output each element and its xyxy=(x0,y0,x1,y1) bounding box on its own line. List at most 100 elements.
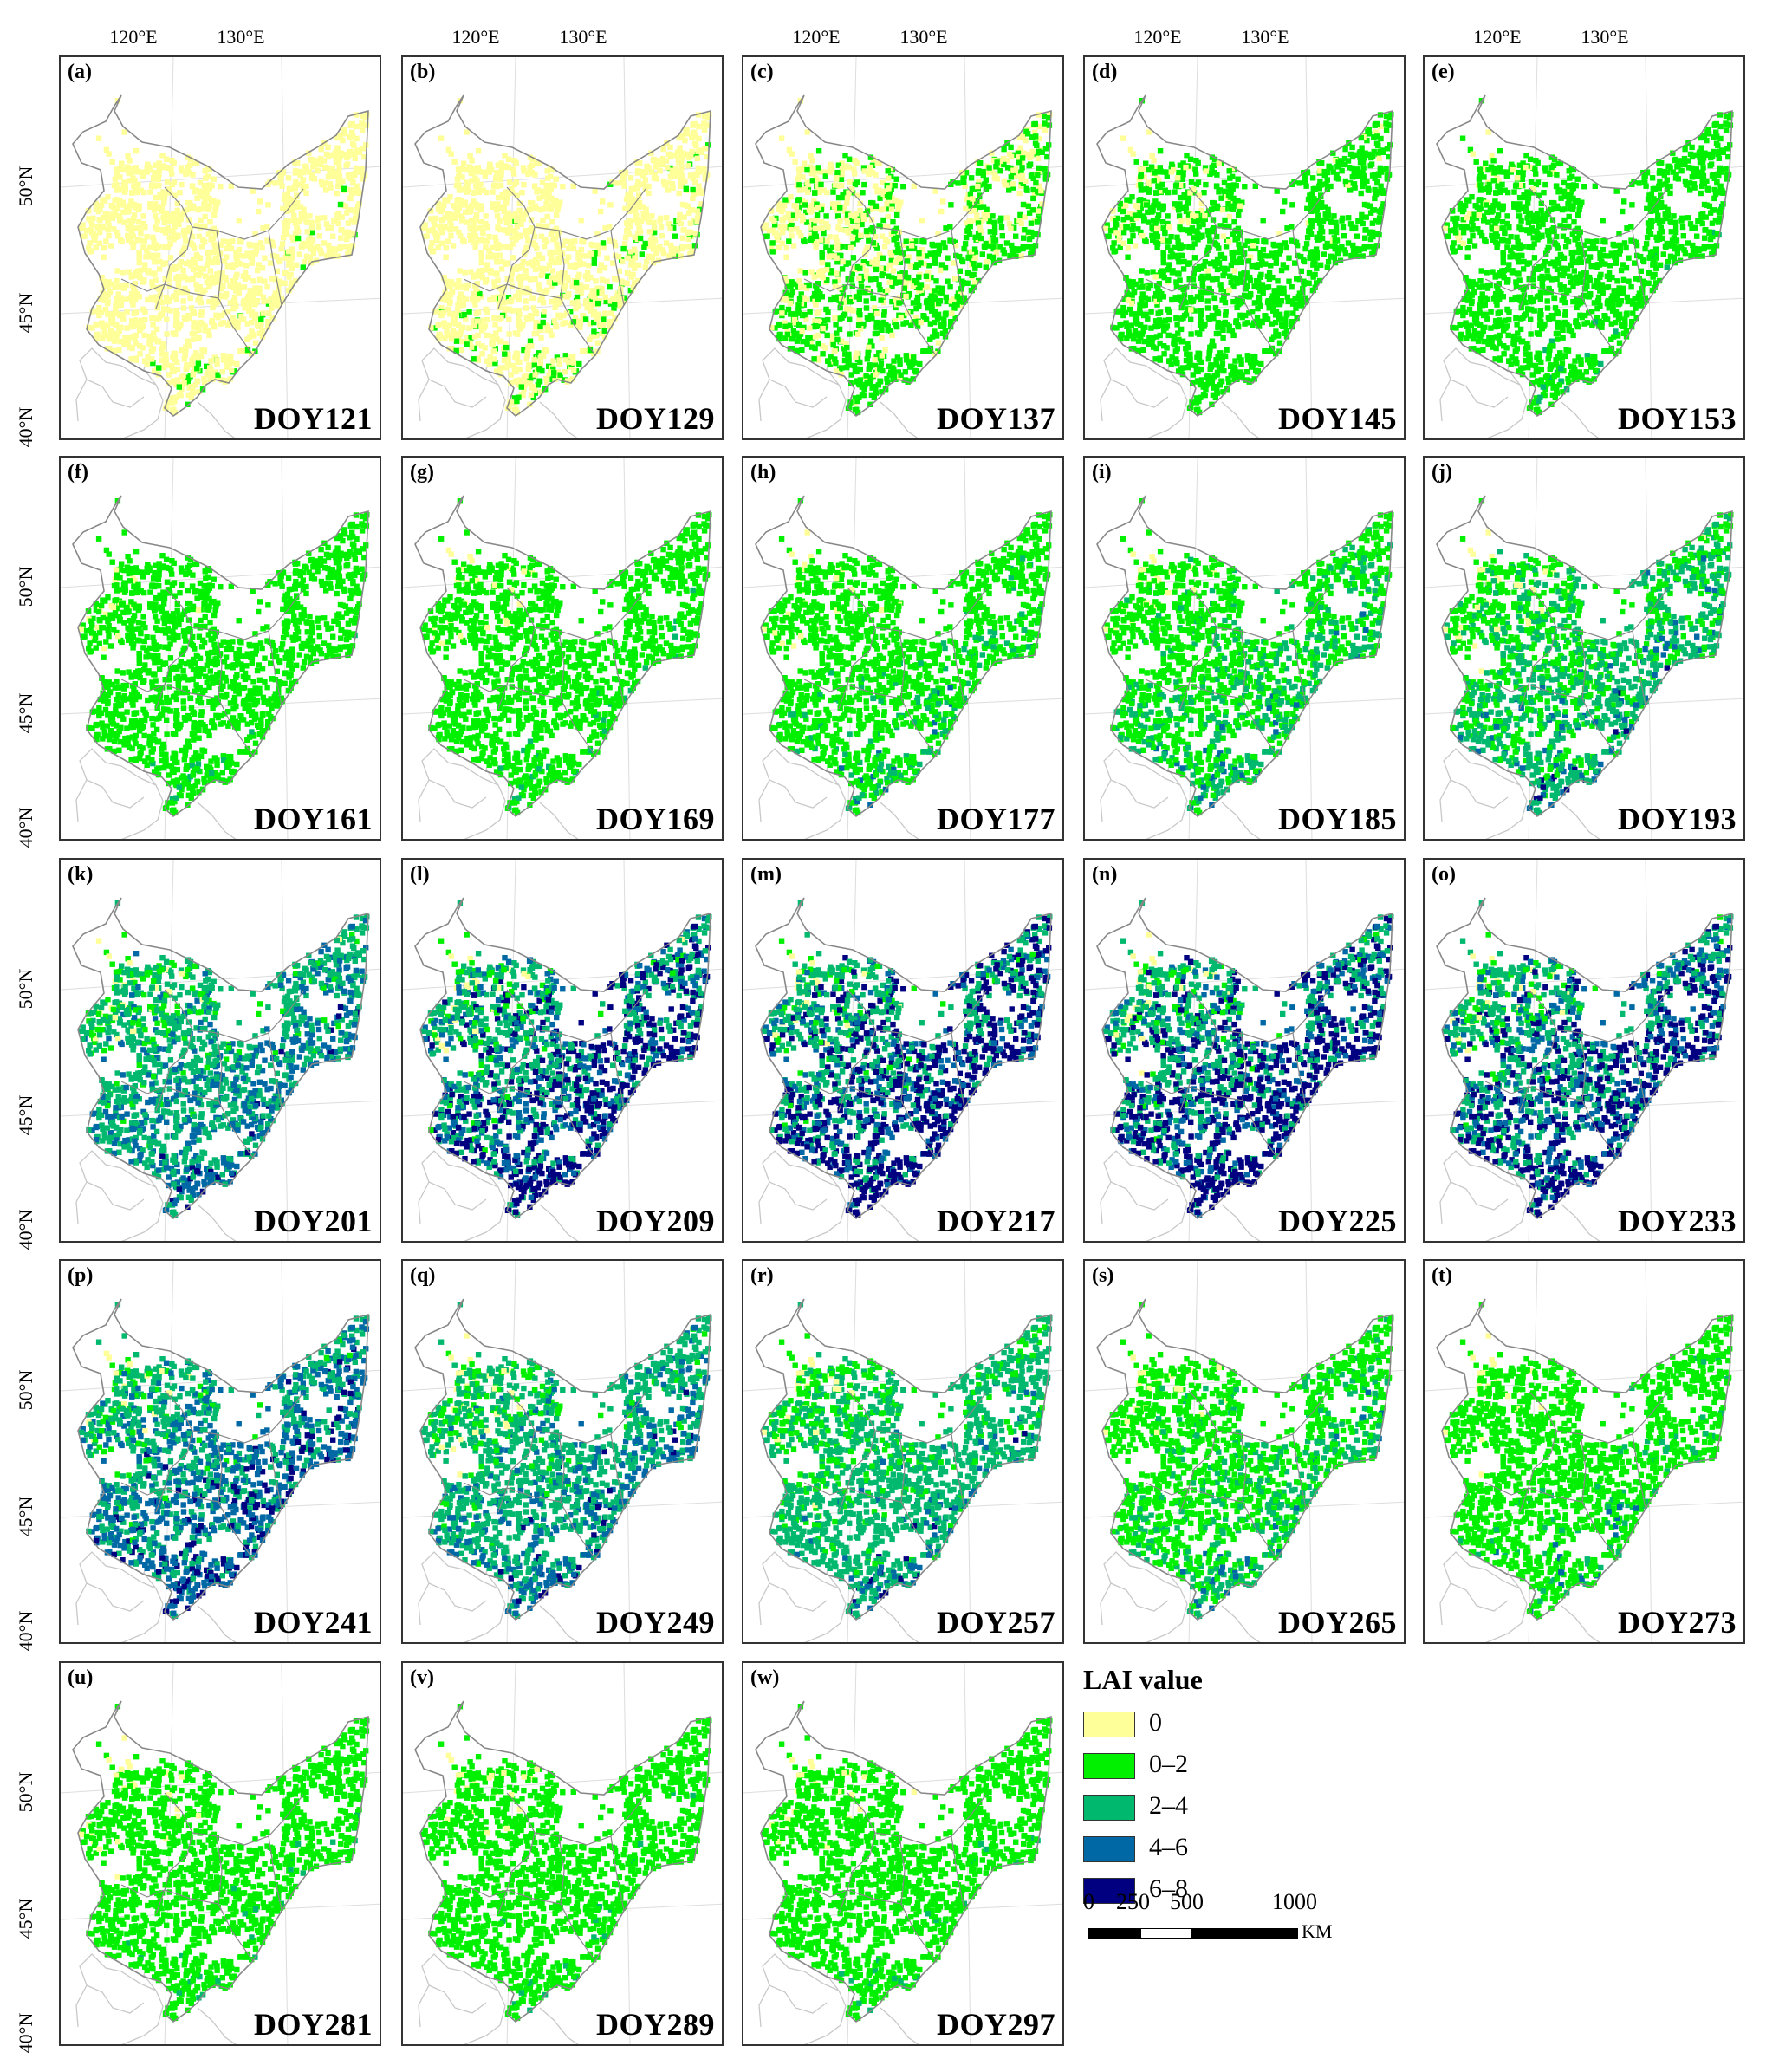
lai-pixel xyxy=(154,327,159,332)
lai-pixel xyxy=(218,184,223,189)
lai-pixel xyxy=(119,312,124,317)
lai-pixel xyxy=(231,280,237,285)
lai-pixel xyxy=(811,356,816,361)
lai-pixel xyxy=(471,356,476,361)
lai-pixel xyxy=(1161,260,1166,265)
lai-pixel xyxy=(122,129,127,134)
lai-pixel xyxy=(830,189,835,194)
lai-pixel xyxy=(280,241,285,246)
lai-pixel xyxy=(355,188,360,193)
lai-pixel xyxy=(583,316,588,322)
lai-pixel xyxy=(695,208,700,213)
lai-pixel xyxy=(531,357,536,362)
lai-pixel xyxy=(807,283,812,288)
lai-pixel xyxy=(285,224,290,229)
lai-pixel xyxy=(119,239,124,244)
lai-pixel xyxy=(101,255,106,260)
lai-pixel xyxy=(505,260,510,265)
lai-pixel xyxy=(1009,243,1014,248)
lai-pixel xyxy=(783,255,789,260)
lai-pixel xyxy=(354,166,359,171)
lai-pixel xyxy=(780,230,785,235)
lai-pixel xyxy=(547,263,552,268)
lai-pixel xyxy=(497,227,503,232)
lai-pixel xyxy=(641,181,646,186)
lai-pixel xyxy=(626,256,631,261)
lai-pixel xyxy=(789,151,795,156)
lai-pixel xyxy=(782,197,788,202)
lai-pixel xyxy=(1224,347,1229,353)
lai-pixel xyxy=(924,274,929,279)
lai-pixel xyxy=(546,194,551,199)
lai-pixel xyxy=(1043,146,1049,151)
lai-pixel xyxy=(961,280,966,285)
lai-pixel xyxy=(484,267,489,272)
lai-pixel xyxy=(435,322,440,328)
lai-pixel xyxy=(1220,207,1225,212)
lai-pixel xyxy=(984,259,990,264)
lai-pixel xyxy=(854,179,860,185)
lai-pixel xyxy=(298,169,303,174)
lai-pixel xyxy=(431,218,436,224)
lai-pixel xyxy=(551,370,556,375)
lai-pixel xyxy=(171,367,176,372)
lai-pixel xyxy=(1275,278,1280,283)
lai-pixel xyxy=(196,207,201,212)
lai-pixel xyxy=(991,238,997,244)
lai-pixel xyxy=(644,259,649,264)
lai-pixel xyxy=(627,231,632,237)
lai-pixel xyxy=(257,277,263,283)
lai-pixel xyxy=(873,172,878,177)
lai-pixel xyxy=(1136,198,1141,203)
lai-pixel xyxy=(528,276,533,282)
lai-pixel xyxy=(837,327,842,332)
lai-pixel xyxy=(586,263,591,268)
lai-pixel xyxy=(168,166,173,172)
lai-pixel xyxy=(1326,259,1331,264)
lai-pixel xyxy=(659,224,664,230)
lai-pixel xyxy=(808,237,814,243)
lai-pixel xyxy=(682,179,687,184)
lai-pixel xyxy=(1263,348,1268,354)
lai-pixel xyxy=(506,362,511,367)
lai-pixel xyxy=(484,262,490,267)
lai-pixel xyxy=(124,309,129,314)
lai-pixel xyxy=(133,205,138,210)
lai-pixel xyxy=(643,241,648,246)
lai-pixel xyxy=(800,328,805,334)
lai-pixel xyxy=(142,262,147,267)
lai-pixel xyxy=(301,207,306,212)
lai-pixel xyxy=(630,272,635,277)
lai-pixel xyxy=(334,145,340,150)
lai-pixel xyxy=(311,159,316,165)
lai-pixel xyxy=(1006,187,1011,192)
lai-pixel xyxy=(337,155,342,160)
lai-pixel xyxy=(443,215,448,220)
lai-pixel xyxy=(834,170,840,175)
lai-pixel xyxy=(466,325,471,330)
lai-pixel xyxy=(615,180,620,185)
lai-pixel xyxy=(513,367,518,372)
lai-pixel xyxy=(851,255,856,260)
lai-pixel xyxy=(597,268,602,273)
lai-pixel xyxy=(538,335,543,341)
lai-pixel xyxy=(560,184,565,189)
lai-pixel xyxy=(882,347,887,353)
lai-pixel xyxy=(122,190,127,195)
lai-pixel xyxy=(473,234,478,239)
lai-pixel xyxy=(319,250,324,256)
lai-pixel xyxy=(786,307,791,312)
lai-pixel xyxy=(525,237,530,243)
lai-pixel xyxy=(315,218,320,223)
lai-pixel xyxy=(336,211,341,216)
lai-pixel xyxy=(1192,166,1198,172)
lai-pixel xyxy=(601,316,606,322)
lai-pixel xyxy=(288,272,293,277)
lai-pixel xyxy=(347,149,353,154)
lai-pixel xyxy=(161,345,166,350)
lai-pixel xyxy=(789,336,795,341)
lai-pixel xyxy=(600,277,605,283)
lai-pixel xyxy=(156,315,161,321)
lai-pixel xyxy=(880,218,886,223)
